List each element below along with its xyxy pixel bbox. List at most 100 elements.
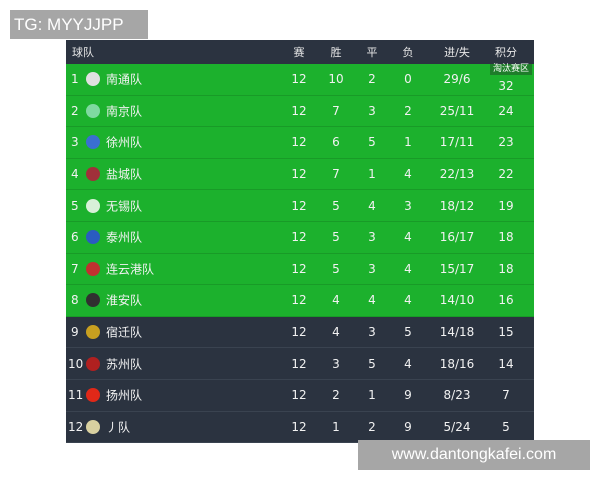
lost-value: 4 — [404, 293, 412, 308]
rank: 10 — [68, 356, 84, 371]
lost-value: 0 — [404, 72, 412, 87]
won-value: 2 — [332, 388, 340, 403]
lost-value: 9 — [404, 419, 412, 434]
team-name: 扬州队 — [106, 388, 143, 403]
goals-value: 16/17 — [439, 230, 475, 245]
team-badge-icon — [86, 419, 100, 434]
header-won: 胜 — [330, 46, 342, 59]
played-value: 12 — [291, 419, 307, 434]
team-badge-icon — [86, 167, 100, 182]
rank: 8 — [71, 293, 79, 308]
lost-value: 3 — [404, 198, 412, 213]
played-value: 12 — [291, 167, 307, 182]
table-row[interactable]: 5 无锡队 12 5 4 3 18/12 19 — [66, 190, 534, 222]
won-value: 1 — [332, 419, 340, 434]
knockout-zone-label: 淘汰赛区 — [489, 64, 532, 75]
points-value: 5 — [502, 419, 510, 434]
drawn-value: 3 — [368, 103, 376, 118]
points-value: 16 — [498, 293, 514, 308]
team-name: 盐城队 — [106, 167, 143, 182]
points-value: 23 — [498, 135, 514, 150]
goals-value: 8/23 — [443, 388, 471, 403]
table-row[interactable]: 8 淮安队 12 4 4 4 14/10 16 — [66, 285, 534, 317]
drawn-value: 3 — [368, 325, 376, 340]
won-value: 4 — [332, 293, 340, 308]
drawn-value: 2 — [368, 419, 376, 434]
played-value: 12 — [291, 230, 307, 245]
standings-table: 球队 赛 胜 平 负 进/失 积分 1 南通队 12 10 2 0 29/6 32 淘汰赛区 2 南… — [66, 40, 534, 444]
played-value: 12 — [291, 198, 307, 213]
team-name: 南京队 — [106, 104, 143, 119]
header-lost: 负 — [402, 46, 414, 59]
team-badge-icon — [86, 325, 100, 340]
rank: 6 — [71, 230, 79, 245]
goals-value: 22/13 — [439, 167, 475, 182]
team-name: 丿队 — [106, 420, 131, 435]
points-value: 14 — [498, 356, 514, 371]
goals-value: 14/18 — [439, 325, 475, 340]
header-goals: 进/失 — [444, 46, 470, 59]
rank: 11 — [68, 388, 84, 403]
header-team: 球队 — [72, 46, 94, 59]
team-badge-icon — [86, 72, 100, 87]
points-value: 19 — [498, 198, 514, 213]
won-value: 5 — [332, 261, 340, 276]
goals-value: 17/11 — [439, 135, 475, 150]
rank: 2 — [71, 103, 79, 118]
played-value: 12 — [291, 356, 307, 371]
played-value: 12 — [291, 293, 307, 308]
team-name: 泰州队 — [106, 230, 143, 245]
table-row[interactable]: 6 泰州队 12 5 3 4 16/17 18 — [66, 221, 534, 254]
won-value: 10 — [328, 72, 344, 87]
points-value: 7 — [502, 388, 510, 403]
table-row[interactable]: 3 徐州队 12 6 5 1 17/11 23 — [66, 127, 534, 159]
played-value: 12 — [291, 325, 307, 340]
rank: 3 — [71, 135, 79, 150]
team-badge-icon — [86, 261, 100, 276]
points-value: 18 — [498, 230, 514, 245]
header-drawn: 平 — [366, 46, 378, 59]
table-row[interactable]: 2 南京队 12 7 3 2 25/11 24 — [66, 95, 534, 128]
table-row[interactable]: 12 丿队 12 1 2 9 5/24 5 — [66, 411, 534, 444]
lost-value: 1 — [404, 135, 412, 150]
team-name: 徐州队 — [106, 135, 143, 150]
team-badge-icon — [86, 135, 100, 150]
played-value: 12 — [291, 103, 307, 118]
table-row[interactable]: 9 宿迁队 12 4 3 5 14/18 15 — [66, 316, 534, 349]
won-value: 7 — [332, 167, 340, 182]
table-row[interactable]: 11 扬州队 12 2 1 9 8/23 7 — [66, 379, 534, 412]
team-name: 苏州队 — [106, 357, 143, 372]
points-value: 15 — [498, 325, 514, 340]
drawn-value: 1 — [368, 388, 376, 403]
team-name: 连云港队 — [106, 262, 155, 277]
table-row[interactable]: 7 连云港队 12 5 3 4 15/17 18 — [66, 253, 534, 286]
goals-value: 15/17 — [439, 261, 475, 276]
table-row[interactable]: 1 南通队 12 10 2 0 29/6 32 淘汰赛区 — [66, 64, 534, 96]
drawn-value: 5 — [368, 356, 376, 371]
rank: 5 — [71, 198, 79, 213]
won-value: 5 — [332, 230, 340, 245]
points-value: 32 — [498, 79, 514, 93]
played-value: 12 — [291, 135, 307, 150]
played-value: 12 — [291, 72, 307, 87]
points-value: 22 — [498, 167, 514, 182]
table-row[interactable]: 10 苏州队 12 3 5 4 18/16 14 — [66, 348, 534, 380]
lost-value: 4 — [404, 356, 412, 371]
team-badge-icon — [86, 230, 100, 245]
team-name: 淮安队 — [106, 293, 143, 308]
rank: 12 — [68, 419, 84, 434]
goals-value: 18/12 — [439, 198, 475, 213]
points-value: 24 — [498, 103, 514, 118]
rank: 4 — [71, 167, 79, 182]
goals-value: 29/6 — [443, 72, 471, 87]
table-row[interactable]: 4 盐城队 12 7 1 4 22/13 22 — [66, 158, 534, 191]
goals-value: 5/24 — [443, 419, 471, 434]
won-value: 3 — [332, 356, 340, 371]
rank: 9 — [71, 325, 79, 340]
drawn-value: 1 — [368, 167, 376, 182]
rank: 1 — [71, 72, 79, 87]
tg-overlay-label: TG: MYYJJPP — [10, 10, 148, 39]
team-name: 无锡队 — [106, 199, 143, 214]
team-badge-icon — [86, 103, 100, 118]
lost-value: 2 — [404, 103, 412, 118]
